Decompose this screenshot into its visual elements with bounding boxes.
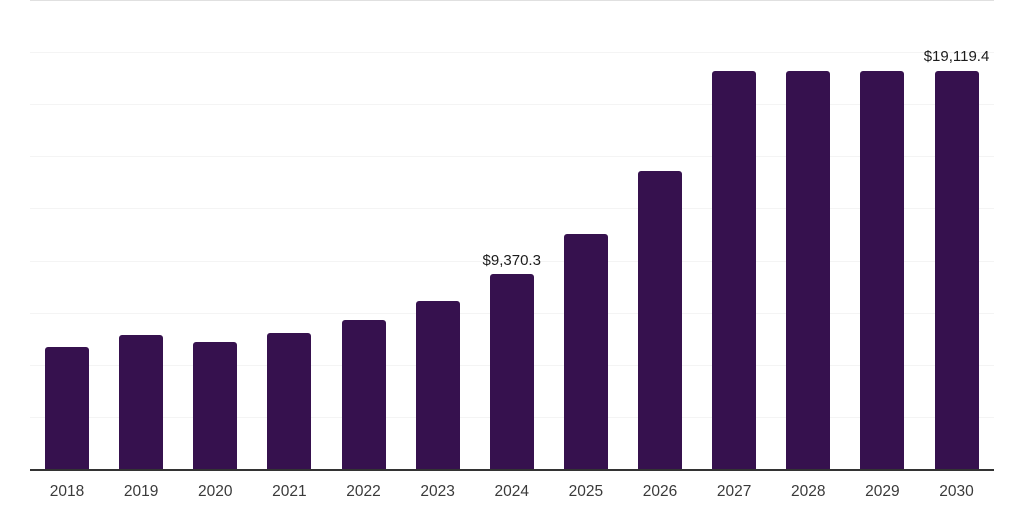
x-tick-2024: 2024 (494, 483, 529, 500)
bar-2029[interactable] (860, 70, 905, 469)
bar-2025[interactable] (563, 233, 608, 469)
x-tick-2030: 2030 (939, 483, 974, 500)
bar-2027[interactable] (712, 70, 757, 469)
bar-2026[interactable] (638, 171, 682, 469)
x-tick-2025: 2025 (568, 483, 604, 500)
x-axis-tick-labels: 2018 2019 2020 2021 2022 2023 2024 2025 2026 2027… (30, 484, 994, 506)
gridline (30, 52, 994, 54)
bar-2028[interactable] (786, 70, 831, 469)
x-tick-2029: 2029 (865, 483, 900, 500)
bar-2024[interactable] (489, 273, 534, 469)
data-label-2024: $9,370.3 (482, 251, 541, 269)
x-tick-2023: 2023 (420, 483, 455, 500)
data-label-2030: $19,119.4 (923, 48, 990, 66)
x-tick-2021: 2021 (272, 483, 307, 500)
bar-2018[interactable] (45, 346, 89, 469)
bar-2023[interactable] (415, 301, 460, 469)
bar-2020[interactable] (193, 341, 238, 469)
plot-top-border (30, 0, 994, 1)
bar-2021[interactable] (267, 332, 312, 469)
bar-2030[interactable] (934, 70, 979, 469)
x-tick-2027: 2027 (716, 483, 752, 500)
x-tick-2028: 2028 (791, 483, 826, 500)
gridline (30, 104, 994, 106)
x-tick-2022: 2022 (346, 483, 381, 500)
bar-2019[interactable] (119, 334, 164, 469)
x-tick-2019: 2019 (123, 483, 159, 500)
gridline (30, 208, 994, 210)
x-tick-2018: 2018 (49, 483, 85, 500)
plot-area: $9,370.3 $19,119.4 (30, 0, 994, 471)
x-tick-2026: 2026 (642, 483, 678, 500)
bar-2022[interactable] (341, 319, 386, 469)
x-tick-2020: 2020 (198, 483, 233, 500)
gridline (30, 156, 994, 158)
